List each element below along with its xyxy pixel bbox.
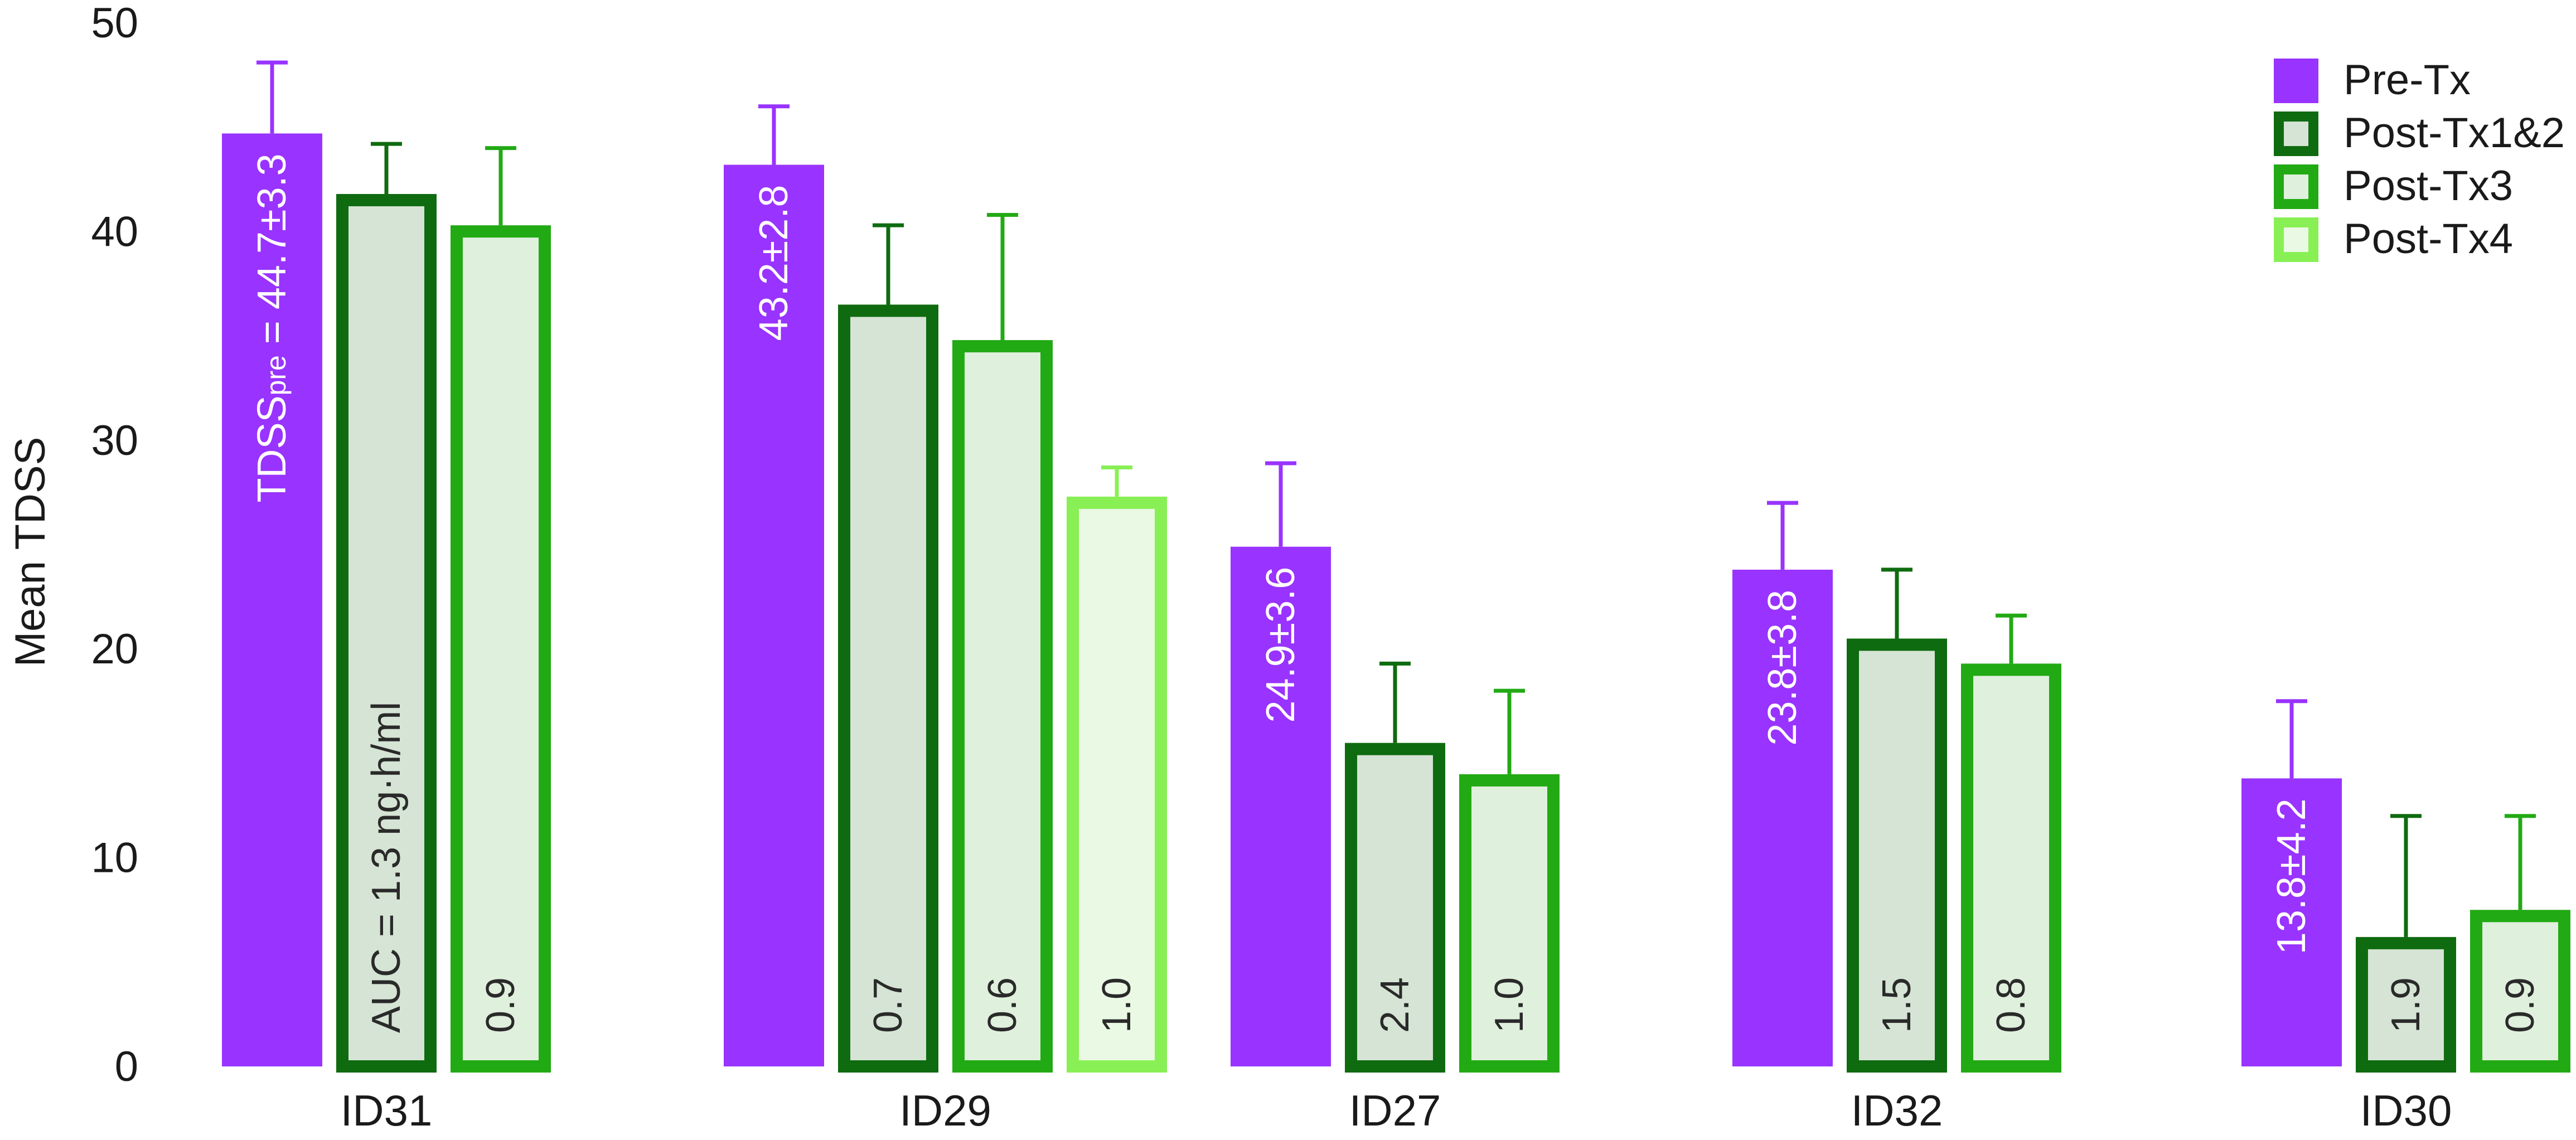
bar <box>1231 546 1331 1066</box>
bar-data-label: 24.9±3.6 <box>1258 567 1303 723</box>
bar <box>1459 774 1560 1073</box>
bar <box>1732 569 1833 1066</box>
bar-data-label: 1.0 <box>1095 977 1139 1033</box>
x-tick-label: ID29 <box>899 1086 991 1135</box>
y-tick-label: 20 <box>91 625 138 673</box>
bar-data-label: 0.6 <box>980 977 1025 1033</box>
x-axis-tick-labels: ID31 ID29 ID27 ID32 ID30 <box>341 1086 2452 1135</box>
legend-label: Post-Tx4 <box>2343 215 2513 263</box>
bar-data-label: AUC = 1.3 ng·h/ml <box>364 702 409 1033</box>
y-axis-label: Mean TDSS <box>7 437 54 667</box>
bar-data-label: 2.4 <box>1373 977 1417 1033</box>
bar-data-label: 1.0 <box>1487 977 1532 1033</box>
y-tick-label: 50 <box>91 0 138 47</box>
legend-swatch <box>2274 164 2318 209</box>
bar <box>2241 778 2342 1066</box>
bar <box>2356 937 2456 1073</box>
legend-label: Post-Tx3 <box>2343 162 2513 210</box>
bar <box>2470 910 2570 1073</box>
y-tick-label: 40 <box>91 208 138 255</box>
bar <box>222 133 322 1066</box>
bar-data-label: 0.9 <box>478 977 523 1033</box>
y-tick-label: 30 <box>91 417 138 464</box>
legend-label: Pre-Tx <box>2343 56 2471 104</box>
bar <box>952 340 1053 1073</box>
x-tick-label: ID27 <box>1349 1086 1441 1135</box>
bar-data-label: 1.9 <box>2384 977 2428 1033</box>
legend: Pre-Tx Post-Tx1&2 Post-Tx3 Post-Tx4 <box>2274 56 2565 263</box>
x-tick-label: ID32 <box>1851 1086 1943 1135</box>
bar <box>724 164 824 1066</box>
bar <box>1067 496 1167 1073</box>
legend-swatch <box>2274 217 2318 262</box>
bar <box>451 225 551 1073</box>
bar-data-label: 1.5 <box>1875 977 1919 1033</box>
bar-data-label: 0.9 <box>2498 977 2543 1033</box>
bar-data-label: 0.8 <box>1989 977 2033 1033</box>
y-axis: 0 10 20 30 40 50 <box>91 0 138 1090</box>
x-tick-label: ID30 <box>2360 1086 2452 1135</box>
bar <box>336 194 437 1073</box>
legend-label: Post-Tx1&2 <box>2343 109 2565 157</box>
bar-data-label: 13.8±4.2 <box>2269 798 2314 954</box>
bar <box>1961 663 2061 1073</box>
bar-data-label: TDSSpre = 44.7±3.3 <box>250 153 294 502</box>
legend-swatch <box>2274 59 2318 103</box>
bar <box>1847 638 1947 1073</box>
bar <box>1345 743 1445 1073</box>
legend-swatch <box>2274 111 2318 156</box>
bar-data-label: 43.2±2.8 <box>752 185 796 341</box>
x-tick-label: ID31 <box>341 1086 433 1135</box>
bar-data-label: 23.8±3.8 <box>1760 590 1805 746</box>
bar-data-label: 0.7 <box>866 977 911 1033</box>
y-tick-label: 10 <box>91 835 138 882</box>
bar <box>838 304 938 1073</box>
bars: TDSSpre = 44.7±3.3 AUC = 1.3 ng·h/ml 0.9 43… <box>222 60 2570 1073</box>
y-tick-label: 0 <box>115 1043 138 1090</box>
